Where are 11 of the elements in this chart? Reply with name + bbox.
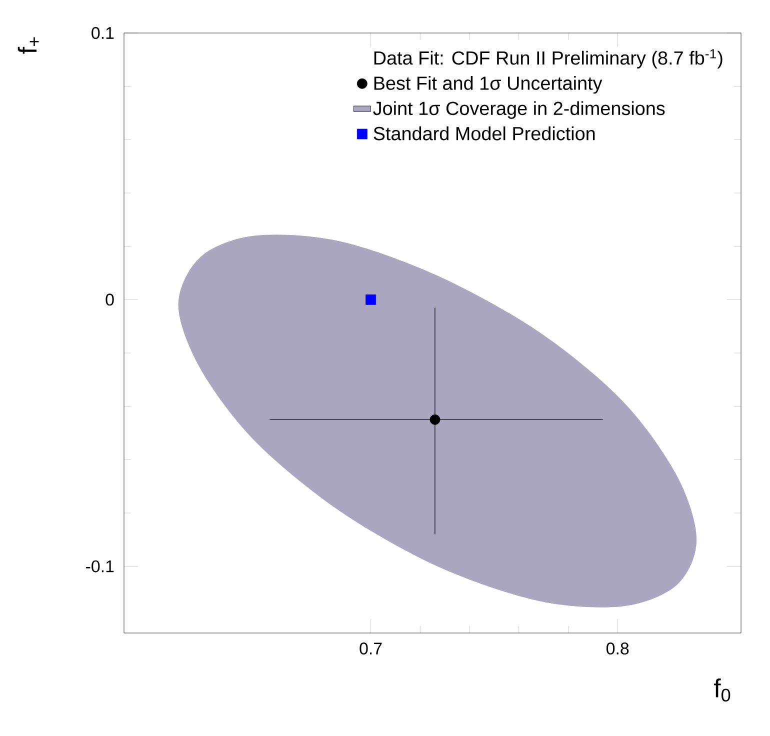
x-tick-label: 0.8 [606,642,629,655]
legend-label: Joint 1σ Coverage in 2-dimensions [373,101,665,119]
legend-label: Standard Model Prediction [374,126,595,140]
legend-title: Data Fit: CDF Run II Preliminary (8.7 fb$^{-1}$) [374,49,722,68]
y-tick-label: 0.1 [92,26,114,39]
x-axis-title: f$_{0}$ [714,678,730,702]
legend-label: Best Fit and 1σ Uncertainty [374,76,602,94]
y-axis-title: f$_{+}$ [18,37,39,54]
y-tick-label: -0.1 [86,560,114,572]
y-tick-label: 0 [106,294,114,306]
x-tick-label: 0.7 [360,642,382,655]
